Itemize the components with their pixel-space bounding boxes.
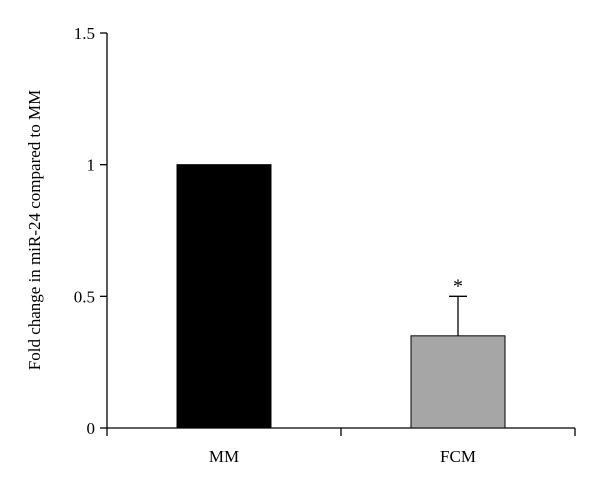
x-category-label: FCM — [440, 447, 476, 466]
y-tick-label: 0 — [87, 419, 96, 438]
x-axis: MM FCM — [106, 427, 576, 466]
significance-asterisk: * — [453, 275, 463, 297]
y-axis-title: Fold change in miR-24 compared to MM — [25, 90, 44, 370]
bar-mm — [176, 164, 272, 429]
x-category-label: MM — [209, 447, 239, 466]
y-tick-label: 1 — [87, 156, 96, 175]
y-tick-label: 1.5 — [74, 24, 95, 43]
bar-fcm — [410, 335, 506, 429]
bars: * — [176, 164, 506, 429]
y-tick-label: 0.5 — [74, 287, 95, 306]
y-axis: 0 0.5 1 1.5 — [74, 24, 108, 438]
